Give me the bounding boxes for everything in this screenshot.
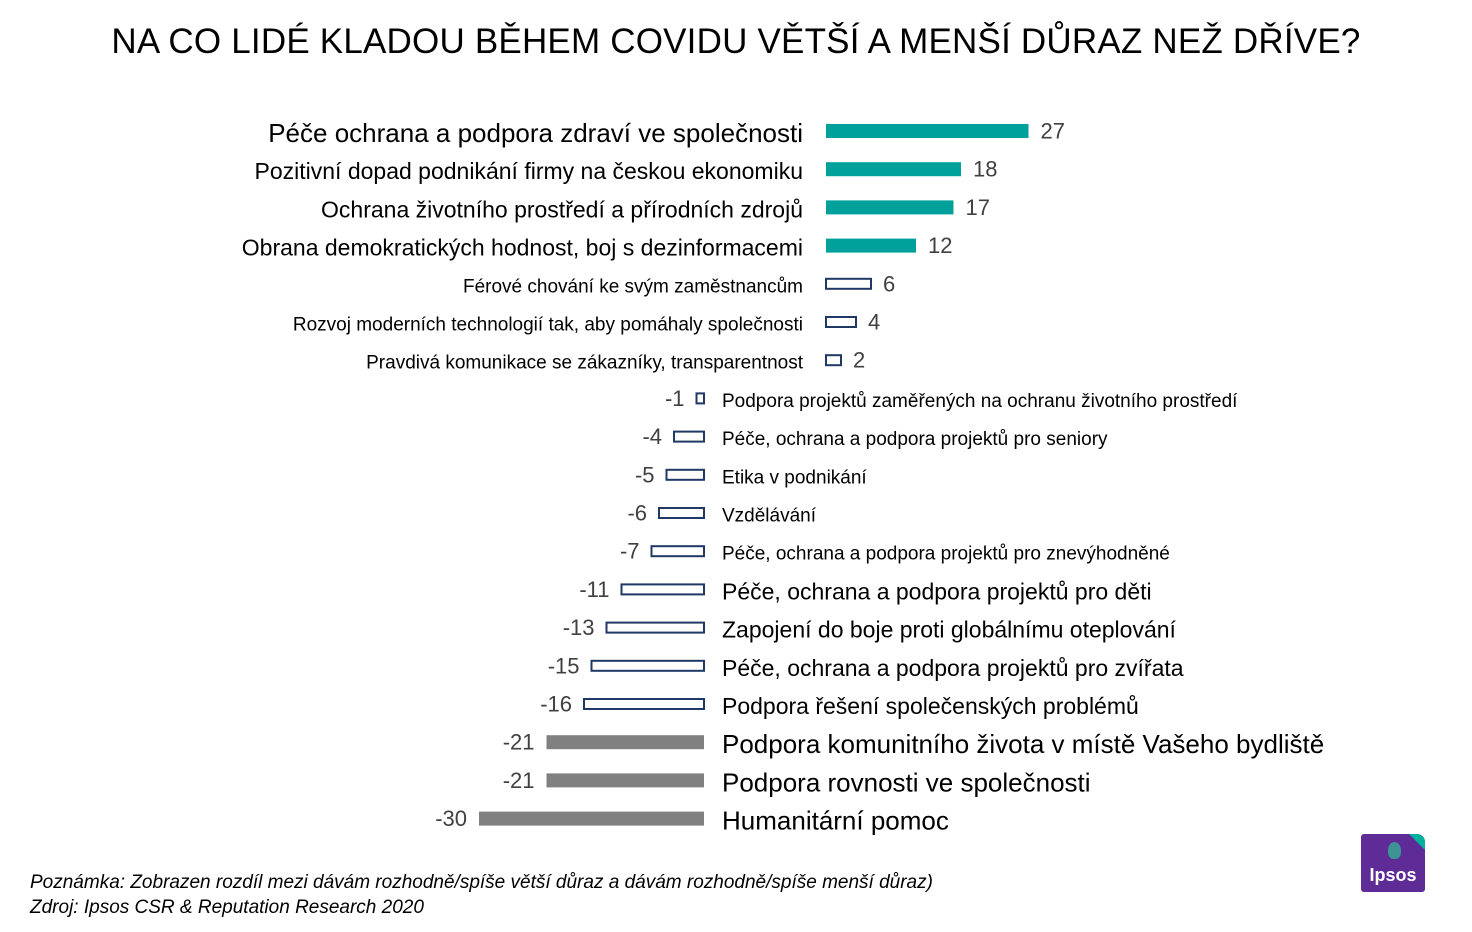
source-text: Zdroj: Ipsos CSR & Reputation Research 2… <box>30 897 424 918</box>
value-label-13: -11 <box>579 577 609 602</box>
category-label-19: Humanitární pomoc <box>722 806 949 836</box>
bar-17 <box>546 735 704 750</box>
value-label-1: 27 <box>1041 119 1065 144</box>
category-label-13: Péče, ochrana a podpora projektů pro dět… <box>722 578 1152 604</box>
category-label-9: Péče, ochrana a podpora projektů pro sen… <box>722 429 1108 450</box>
category-label-17: Podpora komunitního života v místě Vašeh… <box>722 729 1324 759</box>
value-label-7: 2 <box>853 348 865 373</box>
bar-13 <box>620 583 705 596</box>
value-label-19: -30 <box>435 806 467 831</box>
value-label-4: 12 <box>928 233 952 258</box>
category-label-18: Podpora rovnosti ve společnosti <box>722 767 1091 797</box>
value-label-9: -4 <box>642 424 662 449</box>
bar-15 <box>590 659 705 672</box>
value-label-11: -6 <box>627 501 647 526</box>
category-label-2: Pozitivní dopad podnikání firmy na česko… <box>255 158 803 184</box>
bar-2 <box>826 162 961 177</box>
category-label-8: Podpora projektů zaměřených na ochranu ž… <box>722 391 1238 412</box>
category-label-7: Pravdivá komunikace se zákazníky, transp… <box>366 353 804 374</box>
note-text: Poznámka: Zobrazen rozdíl mezi dávám roz… <box>30 872 933 893</box>
category-label-11: Vzdělávání <box>722 506 817 527</box>
bar-16 <box>583 698 705 710</box>
category-label-14: Zapojení do boje proti globálnímu oteplo… <box>722 617 1177 643</box>
logo-corner-mark <box>1409 834 1425 850</box>
category-label-12: Péče, ochrana a podpora projektů pro zne… <box>722 544 1170 565</box>
bar-4 <box>826 238 916 253</box>
value-label-12: -7 <box>620 539 640 564</box>
bar-5 <box>825 277 872 290</box>
logo-text: Ipsos <box>1369 865 1417 885</box>
value-label-10: -5 <box>635 462 655 487</box>
bar-9 <box>673 430 705 443</box>
bar-10 <box>665 468 705 481</box>
logo-head-mark <box>1388 842 1401 859</box>
category-label-1: Péče ochrana a podpora zdraví ve společn… <box>268 118 803 148</box>
category-label-16: Podpora řešení společenských problémů <box>722 693 1139 719</box>
value-label-15: -15 <box>548 653 580 678</box>
bar-18 <box>546 773 704 788</box>
value-label-6: 4 <box>868 310 880 335</box>
category-label-6: Rozvoj moderních technologií tak, aby po… <box>293 315 803 336</box>
value-label-17: -21 <box>503 730 535 755</box>
bar-8 <box>695 392 705 405</box>
bar-11 <box>658 507 705 519</box>
category-label-10: Etika v podnikání <box>722 467 867 488</box>
bar-1 <box>826 124 1029 138</box>
value-label-14: -13 <box>563 615 595 640</box>
chart-title: NA CO LIDÉ KLADOU BĚHEM COVIDU VĚTŠÍ A M… <box>111 22 1361 61</box>
bar-14 <box>605 621 705 634</box>
bar-7 <box>825 354 842 367</box>
category-label-3: Ochrana životního prostředí a přírodních… <box>321 196 803 222</box>
value-label-5: 6 <box>883 271 895 296</box>
bar-6 <box>825 316 857 328</box>
category-label-15: Péče, ochrana a podpora projektů pro zví… <box>722 655 1184 681</box>
value-label-8: -1 <box>665 386 685 411</box>
bar-3 <box>826 200 954 215</box>
category-label-5: Férové chování ke svým zaměstnancům <box>463 276 803 297</box>
ipsos-logo: Ipsos <box>1361 834 1425 892</box>
category-label-4: Obrana demokratických hodnost, boj s dez… <box>242 235 803 261</box>
bar-12 <box>650 545 705 558</box>
value-label-18: -21 <box>503 768 535 793</box>
value-label-16: -16 <box>540 692 572 717</box>
value-label-3: 17 <box>966 195 990 220</box>
bar-19 <box>479 811 704 826</box>
value-label-2: 18 <box>973 157 997 182</box>
bar-chart: 27 Péče ochrana a podpora zdraví ve spole… <box>242 118 1324 836</box>
